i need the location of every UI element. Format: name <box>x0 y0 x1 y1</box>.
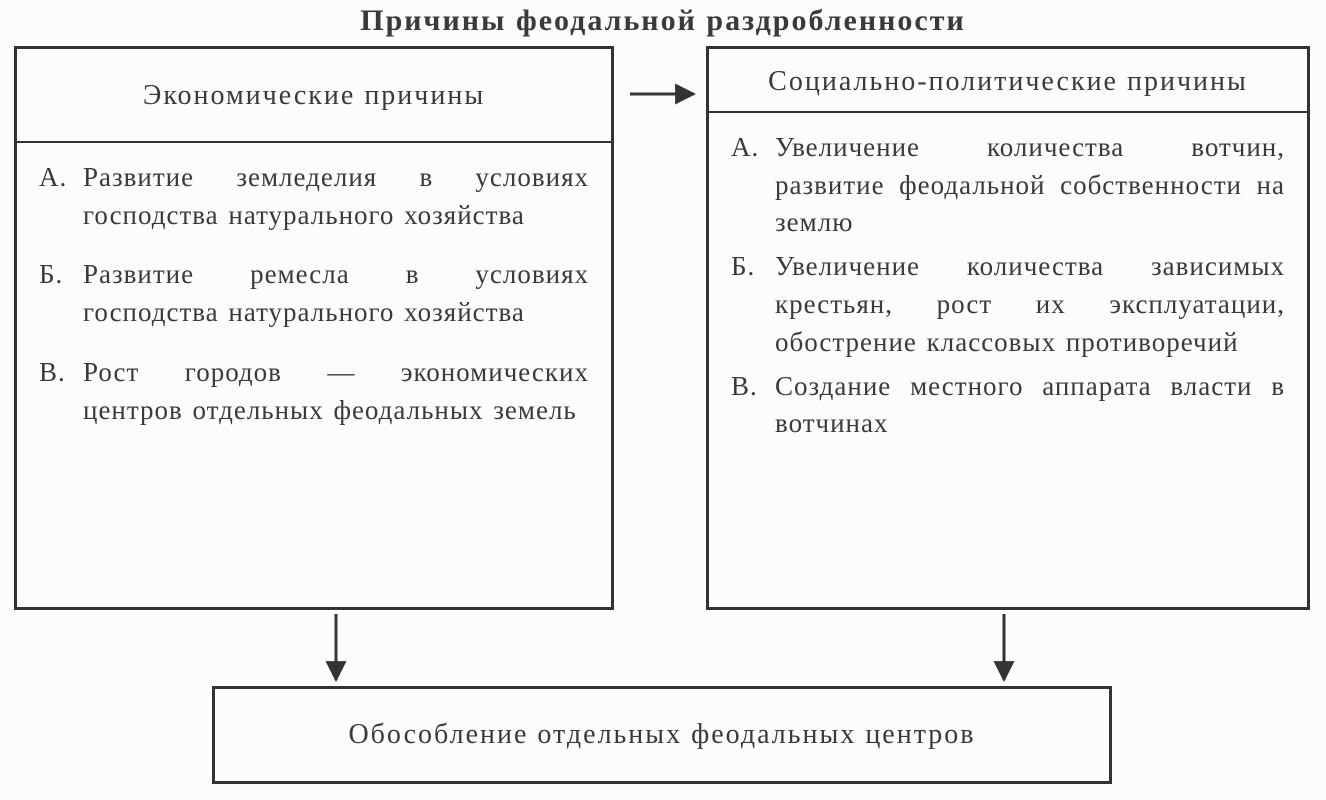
list-item-marker: Б. <box>731 248 755 286</box>
box-economic-body: А. Развитие земледелия в условиях господс… <box>17 143 611 446</box>
sociopolitical-list: А. Увеличение количества вотчин, развитие… <box>731 129 1285 443</box>
list-item: Б. Увеличение количества зависимых кресть… <box>731 248 1285 361</box>
list-item-text: Рост городов — экономических центров отд… <box>83 357 589 425</box>
list-item: А. Развитие земледелия в условиях господс… <box>39 159 589 235</box>
list-item-text: Развитие земледелия в условиях господств… <box>83 162 589 230</box>
list-item: В. Рост городов — экономических центров о… <box>39 354 589 430</box>
list-item-marker: А. <box>731 129 759 167</box>
box-conclusion: Обособление отдельных феодальных центров <box>212 686 1112 784</box>
list-item-marker: А. <box>39 159 67 197</box>
list-item-marker: В. <box>731 368 758 406</box>
box-economic-causes: Экономические причины А. Развитие земледе… <box>14 46 614 610</box>
list-item-text: Увеличение количества вотчин, развитие ф… <box>775 132 1285 238</box>
economic-list: А. Развитие земледелия в условиях господс… <box>39 159 589 430</box>
list-item-marker: В. <box>39 354 66 392</box>
box-sociopolitical-causes: Социально-политические причины А. Увеличе… <box>706 46 1310 610</box>
box-sociopolitical-header: Социально-политические причины <box>709 49 1307 113</box>
list-item-marker: Б. <box>39 256 63 294</box>
list-item: А. Увеличение количества вотчин, развитие… <box>731 129 1285 242</box>
box-economic-header: Экономические причины <box>17 49 611 143</box>
list-item: В. Создание местного аппарата власти в во… <box>731 368 1285 444</box>
conclusion-text: Обособление отдельных феодальных центров <box>348 716 975 754</box>
diagram-title: Причины феодальной раздробленности <box>0 4 1326 38</box>
list-item-text: Увеличение количества зависимых крестьян… <box>775 251 1285 357</box>
list-item: Б. Развитие ремесла в условиях господства… <box>39 256 589 332</box>
list-item-text: Развитие ремесла в условиях господства н… <box>83 259 589 327</box>
list-item-text: Создание местного аппарата власти в вотч… <box>775 371 1285 439</box>
box-sociopolitical-body: А. Увеличение количества вотчин, развитие… <box>709 113 1307 459</box>
